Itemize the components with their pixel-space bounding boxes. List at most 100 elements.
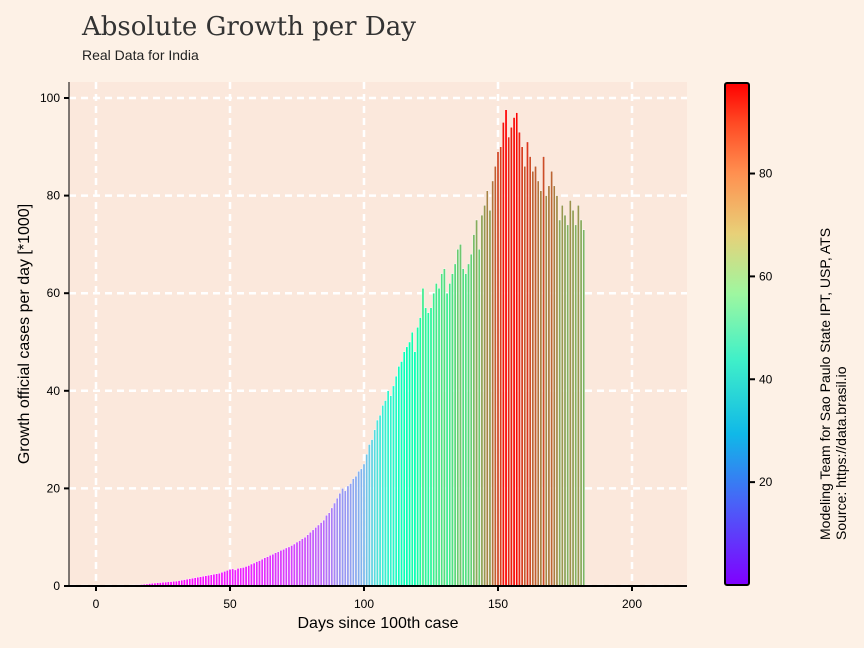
colorbar-tick-label: 40 bbox=[759, 372, 773, 386]
bar bbox=[397, 366, 401, 587]
bar bbox=[199, 576, 202, 587]
chart-subtitle: Real Data for India bbox=[82, 47, 199, 63]
bar bbox=[330, 507, 334, 587]
bar bbox=[335, 497, 339, 587]
bar bbox=[255, 561, 259, 587]
bar bbox=[322, 519, 326, 587]
bar bbox=[201, 576, 205, 587]
bar bbox=[413, 351, 417, 587]
bar bbox=[362, 463, 366, 587]
bar bbox=[266, 556, 269, 587]
bar bbox=[276, 551, 280, 587]
bar bbox=[531, 170, 535, 587]
bar bbox=[357, 471, 360, 587]
bar bbox=[349, 483, 352, 587]
bar bbox=[218, 573, 221, 587]
x-tick-label: 200 bbox=[622, 597, 642, 611]
bar bbox=[242, 567, 245, 587]
bar bbox=[477, 249, 481, 587]
y-tick-label: 40 bbox=[47, 384, 61, 398]
bar bbox=[424, 307, 427, 587]
bar bbox=[520, 146, 524, 587]
bar bbox=[528, 156, 532, 587]
bar bbox=[440, 273, 443, 587]
y-tick-label: 100 bbox=[40, 91, 60, 105]
colorbar-tick-label: 20 bbox=[759, 475, 773, 489]
bar bbox=[279, 550, 283, 587]
bar bbox=[365, 454, 368, 587]
bar bbox=[429, 307, 433, 587]
bar bbox=[346, 485, 350, 587]
bar bbox=[542, 156, 545, 587]
bar bbox=[571, 210, 575, 587]
bar bbox=[231, 568, 234, 587]
bar bbox=[207, 575, 210, 587]
bar bbox=[464, 273, 468, 587]
bar bbox=[507, 136, 510, 587]
bar bbox=[263, 557, 267, 587]
bar bbox=[496, 151, 500, 587]
bar bbox=[185, 578, 189, 587]
bar bbox=[574, 224, 577, 587]
bar bbox=[480, 214, 484, 587]
bar bbox=[354, 476, 358, 587]
bar bbox=[381, 405, 385, 587]
bar bbox=[555, 195, 559, 587]
y-tick-label: 20 bbox=[47, 481, 61, 495]
bar bbox=[445, 293, 449, 587]
bar bbox=[419, 317, 422, 587]
bar bbox=[467, 263, 470, 587]
bar bbox=[309, 532, 312, 587]
bar bbox=[472, 234, 476, 587]
colorbar-ticks: 20 40 60 80 bbox=[749, 167, 773, 489]
bar bbox=[499, 146, 502, 587]
bar bbox=[250, 563, 253, 587]
bar bbox=[408, 341, 411, 587]
bar bbox=[534, 166, 537, 587]
bar bbox=[491, 180, 494, 587]
bar bbox=[236, 568, 240, 587]
bar bbox=[368, 444, 371, 587]
bar bbox=[453, 263, 457, 587]
bar bbox=[212, 574, 216, 587]
bar bbox=[333, 502, 336, 587]
bar bbox=[475, 219, 478, 587]
bar bbox=[258, 560, 261, 587]
bar bbox=[510, 127, 513, 587]
bar bbox=[196, 577, 200, 587]
bar bbox=[223, 571, 226, 587]
bar bbox=[319, 522, 323, 587]
bar bbox=[239, 567, 242, 587]
bar bbox=[220, 572, 224, 587]
bar bbox=[376, 419, 379, 587]
bar bbox=[298, 540, 301, 587]
bar bbox=[226, 570, 229, 587]
credit-annotation: Modeling Team for Sao Paulo State IPT, U… bbox=[817, 228, 849, 540]
bar bbox=[204, 575, 208, 587]
bar bbox=[373, 429, 376, 587]
x-tick-label: 100 bbox=[354, 597, 374, 611]
chart-title: Absolute Growth per Day bbox=[81, 12, 416, 42]
bar bbox=[260, 558, 264, 587]
bar bbox=[504, 109, 508, 587]
bar bbox=[435, 283, 438, 587]
bar bbox=[553, 185, 556, 587]
bar bbox=[327, 512, 331, 587]
bar bbox=[386, 390, 390, 587]
bar bbox=[486, 190, 489, 587]
colorbar-tick-label: 80 bbox=[759, 167, 773, 181]
bar bbox=[461, 268, 465, 587]
bar bbox=[360, 468, 363, 587]
bar bbox=[536, 180, 540, 587]
bar bbox=[459, 244, 462, 587]
bar bbox=[443, 268, 446, 587]
bar bbox=[518, 131, 521, 587]
bar bbox=[469, 253, 473, 587]
bar bbox=[384, 400, 387, 587]
bar bbox=[193, 577, 197, 587]
bar bbox=[405, 346, 409, 587]
bar bbox=[301, 538, 304, 587]
colorbar bbox=[724, 82, 750, 586]
bar bbox=[370, 439, 374, 587]
bar bbox=[389, 395, 393, 587]
